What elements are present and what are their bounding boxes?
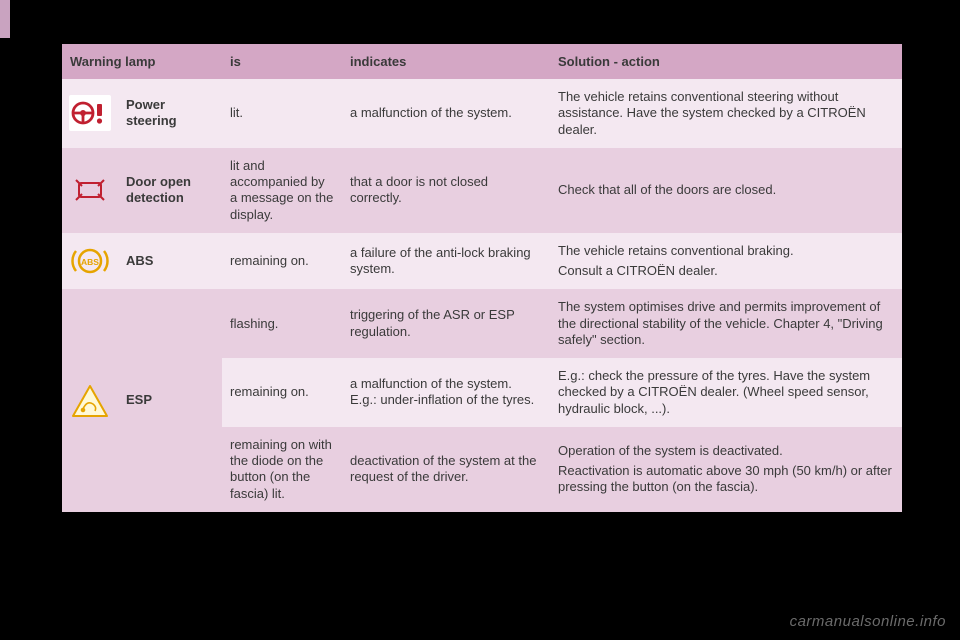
- esp-1-is: flashing.: [222, 289, 342, 358]
- esp-2-is: remaining on.: [222, 358, 342, 427]
- abs-solution-line1: The vehicle retains conventional braking…: [558, 243, 894, 259]
- abs-indicates: a failure of the anti-lock braking syste…: [342, 233, 550, 290]
- abs-solution: The vehicle retains conventional braking…: [550, 233, 902, 290]
- header-warning-lamp: Warning lamp: [62, 44, 222, 79]
- esp-2-solution: E.g.: check the pressure of the tyres. H…: [550, 358, 902, 427]
- power-steering-solution: The vehicle retains conventional steerin…: [550, 79, 902, 148]
- esp-3-solution: Operation of the system is deactivated. …: [550, 427, 902, 512]
- row-door-open: Door open detection lit and accompanied …: [62, 148, 902, 233]
- esp-icon: [69, 383, 111, 419]
- abs-icon: ABS: [69, 243, 111, 279]
- esp-name: ESP: [118, 289, 222, 512]
- door-open-solution: Check that all of the doors are closed.: [550, 148, 902, 233]
- esp-3-solution-line1: Operation of the system is deactivated.: [558, 443, 894, 459]
- door-open-indicates: that a door is not closed correctly.: [342, 148, 550, 233]
- esp-1-indicates: triggering of the ASR or ESP regulation.: [342, 289, 550, 358]
- row-power-steering: Power steering lit. a malfunction of the…: [62, 79, 902, 148]
- esp-1-solution: The system optimises drive and permits i…: [550, 289, 902, 358]
- header-solution: Solution - action: [550, 44, 902, 79]
- door-open-name: Door open detection: [118, 148, 222, 233]
- table-header-row: Warning lamp is indicates Solution - act…: [62, 44, 902, 79]
- esp-2-indicates: a malfunction of the system. E.g.: under…: [342, 358, 550, 427]
- watermark: carmanualsonline.info: [790, 613, 946, 630]
- esp-3-is: remaining on with the diode on the butto…: [222, 427, 342, 512]
- esp-3-indicates: deactivation of the system at the reques…: [342, 427, 550, 512]
- side-tab: [0, 0, 10, 38]
- abs-solution-line2: Consult a CITROËN dealer.: [558, 263, 894, 279]
- power-steering-name: Power steering: [118, 79, 222, 148]
- esp-3-solution-line2: Reactivation is automatic above 30 mph (…: [558, 463, 894, 496]
- warning-lamp-table: Warning lamp is indicates Solution - act…: [62, 44, 902, 512]
- power-steering-icon: [69, 95, 111, 131]
- abs-is: remaining on.: [222, 233, 342, 290]
- warning-lamp-table-page: Warning lamp is indicates Solution - act…: [62, 44, 902, 512]
- header-indicates: indicates: [342, 44, 550, 79]
- header-is: is: [222, 44, 342, 79]
- row-abs: ABS ABS remaining on. a failure of the a…: [62, 233, 902, 290]
- abs-name: ABS: [118, 233, 222, 290]
- power-steering-indicates: a malfunction of the system.: [342, 79, 550, 148]
- door-open-is: lit and accompanied by a message on the …: [222, 148, 342, 233]
- svg-text:ABS: ABS: [81, 257, 99, 267]
- row-esp-1: ESP flashing. triggering of the ASR or E…: [62, 289, 902, 358]
- door-open-icon: [69, 172, 111, 208]
- power-steering-is: lit.: [222, 79, 342, 148]
